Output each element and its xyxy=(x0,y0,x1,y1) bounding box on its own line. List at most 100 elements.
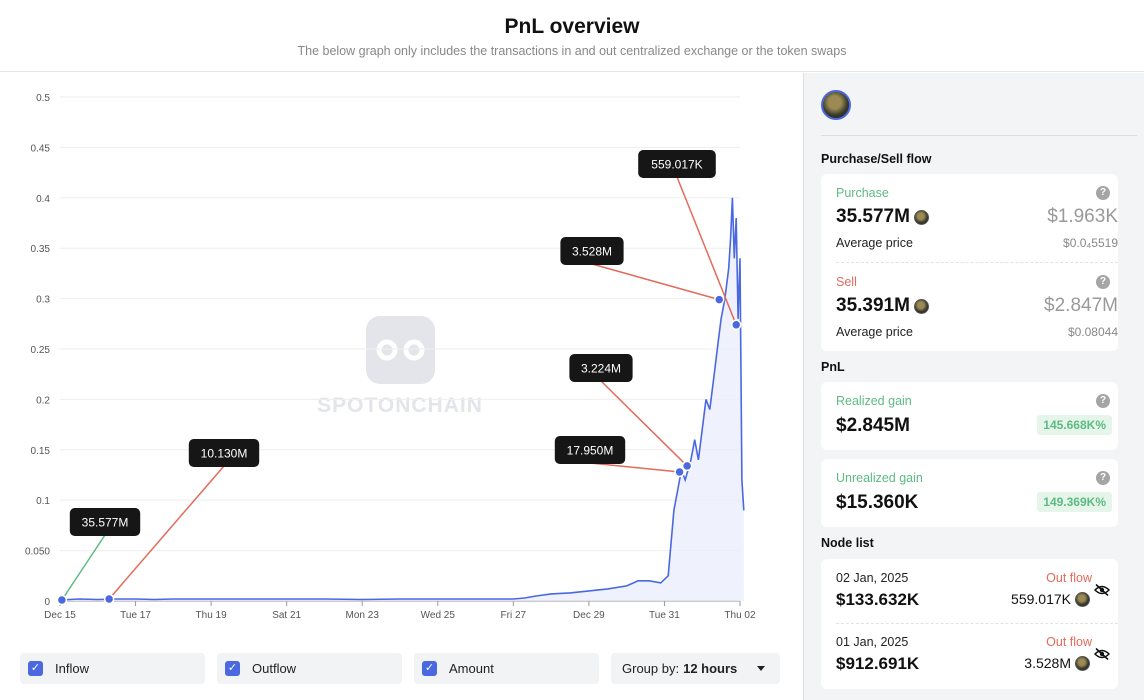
y-tick-label: 0.2 xyxy=(36,395,50,406)
node-list-title: Node list xyxy=(821,536,874,550)
series-line xyxy=(59,197,745,601)
help-icon[interactable]: ? xyxy=(1096,275,1110,289)
outflow-toggle[interactable]: ✓ Outflow xyxy=(217,653,402,684)
x-tick-label: Thu 19 xyxy=(196,610,228,621)
token-icon xyxy=(1075,655,1090,671)
y-tick-label: 0.3 xyxy=(36,295,50,306)
pnl-title: PnL xyxy=(821,360,845,374)
marker-callout: 17.950M xyxy=(554,436,626,464)
y-tick-label: 0.35 xyxy=(31,244,51,255)
node-list: 02 Jan, 2025 $133.632K Out flow 559.017K… xyxy=(821,559,1118,689)
node-date: 02 Jan, 2025 xyxy=(836,571,909,585)
marker-point xyxy=(674,466,685,478)
marker-point xyxy=(730,319,742,331)
divider xyxy=(836,623,1118,624)
purchase-amount-value: 35.577M xyxy=(836,206,910,227)
eye-off-icon[interactable] xyxy=(1094,584,1110,596)
marker-callout-box xyxy=(188,439,260,467)
marker-point xyxy=(713,294,725,305)
inflow-toggle[interactable]: ✓ Inflow xyxy=(20,653,205,684)
y-tick-label: 0.050 xyxy=(25,547,50,558)
group-by-value: 12 hours xyxy=(683,661,738,676)
inflow-label: Inflow xyxy=(55,661,89,676)
node-item[interactable]: 02 Jan, 2025 $133.632K Out flow 559.017K xyxy=(821,559,1118,623)
watermark-logo-icon xyxy=(403,339,425,361)
sell-avg-label: Average price xyxy=(836,325,913,339)
group-by-select[interactable]: Group by: 12 hours xyxy=(611,653,780,684)
marker-label: 10.130M xyxy=(201,447,248,461)
page-title: PnL overview xyxy=(504,15,640,38)
marker-point xyxy=(56,594,68,606)
chart-controls: ✓ Inflow ✓ Outflow ✓ Amount Group by: 12… xyxy=(20,653,780,685)
marker-connector xyxy=(108,465,225,600)
marker-point xyxy=(681,460,693,472)
marker-callout-box xyxy=(638,150,716,178)
node-flow: Out flow xyxy=(1046,571,1092,585)
marker-callout: 3.528M xyxy=(560,237,624,265)
y-tick-label: 0.5 xyxy=(36,93,50,104)
node-item[interactable]: 01 Jan, 2025 $912.691K Out flow 3.528M xyxy=(821,623,1118,687)
node-amount-value: 3.528M xyxy=(1024,655,1071,671)
y-tick-label: 0.25 xyxy=(31,345,51,356)
unrealized-pct-badge: 149.369K% xyxy=(1037,492,1112,512)
marker-point xyxy=(103,593,115,605)
marker-label: 3.224M xyxy=(581,362,621,376)
outflow-label: Outflow xyxy=(252,661,297,676)
sell-amount-value: 35.391M xyxy=(836,295,910,316)
node-usd: $133.632K xyxy=(836,590,920,609)
node-usd: $912.691K xyxy=(836,654,920,673)
divider xyxy=(836,262,1118,263)
watermark-logo-icon xyxy=(366,316,435,384)
watermark-text: SPOTONCHAIN xyxy=(317,394,483,417)
x-tick-label: Fri 27 xyxy=(501,610,527,621)
y-tick-label: 0 xyxy=(44,597,50,608)
x-tick-label: Tue 31 xyxy=(649,610,680,621)
check-icon: ✓ xyxy=(422,661,437,676)
pnl-chart: SPOTONCHAIN 0 0.050 0.1 0.15 0.2 0.25 0.3 0.35 0.… xyxy=(25,93,756,621)
eye-off-icon[interactable] xyxy=(1094,648,1110,660)
help-icon[interactable]: ? xyxy=(1096,394,1110,408)
amount-toggle[interactable]: ✓ Amount xyxy=(414,653,599,684)
purchase-avg-value: $0.0₄5519 xyxy=(1063,236,1118,250)
realized-pct-badge: 145.668K% xyxy=(1037,415,1112,435)
divider xyxy=(821,135,1137,136)
chart-area: SPOTONCHAIN 0 0.050 0.1 0.15 0.2 0.25 0.3 0.35 0.… xyxy=(0,73,803,700)
sell-label: Sell xyxy=(836,275,857,289)
purchase-amount: 35.577M xyxy=(836,206,929,228)
marker-callout-box xyxy=(569,354,633,382)
y-tick-label: 0.45 xyxy=(31,143,51,154)
marker-callout-box xyxy=(560,237,624,265)
x-tick-label: Dec 29 xyxy=(573,610,605,621)
marker-connector xyxy=(591,263,720,301)
x-tick-label: Thu 02 xyxy=(724,610,756,621)
check-icon: ✓ xyxy=(28,661,43,676)
purchase-avg-label: Average price xyxy=(836,236,913,250)
flow-title: Purchase/Sell flow xyxy=(821,152,932,166)
marker-connector xyxy=(589,462,680,473)
marker-label: 35.577M xyxy=(82,516,129,530)
sell-usd: $2.847M xyxy=(1044,295,1118,316)
page-subtitle: The below graph only includes the transa… xyxy=(297,44,847,58)
purchase-usd: $1.963K xyxy=(1047,206,1118,227)
y-tick-label: 0.4 xyxy=(36,194,50,205)
token-avatar[interactable] xyxy=(821,90,851,120)
marker-label: 17.950M xyxy=(567,444,614,458)
sell-avg-value: $0.08044 xyxy=(1067,325,1118,339)
marker-callout-box xyxy=(554,436,626,464)
node-amount: 559.017K xyxy=(1011,591,1090,607)
unrealized-card: Unrealized gain ? $15.360K 149.369K% xyxy=(821,459,1118,527)
token-icon xyxy=(913,298,929,314)
help-icon[interactable]: ? xyxy=(1096,471,1110,485)
sidebar: Purchase/Sell flow Purchase ? 35.577M $1… xyxy=(803,73,1144,700)
flow-card: Purchase ? 35.577M $1.963K Average price… xyxy=(821,174,1118,351)
node-flow: Out flow xyxy=(1046,635,1092,649)
help-icon[interactable]: ? xyxy=(1096,186,1110,200)
spotonchain-watermark: SPOTONCHAIN xyxy=(317,316,483,417)
chevron-down-icon xyxy=(757,666,765,671)
marker-callout: 3.224M xyxy=(569,354,633,382)
x-tick-label: Sat 21 xyxy=(272,610,301,621)
sell-amount: 35.391M xyxy=(836,295,929,317)
node-amount-value: 559.017K xyxy=(1011,591,1071,607)
marker-label: 559.017K xyxy=(651,158,702,172)
group-by-label: Group by: xyxy=(622,661,680,676)
